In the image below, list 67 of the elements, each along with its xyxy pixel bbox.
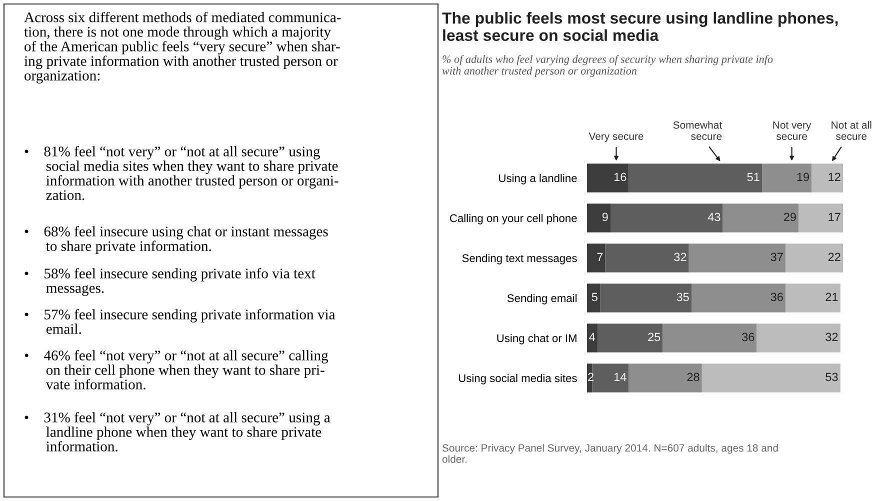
bar — [762, 164, 812, 192]
data-label: 43 — [708, 212, 720, 222]
bar — [628, 164, 762, 192]
bar — [812, 164, 843, 192]
data-label: 32 — [826, 332, 838, 342]
data-label: 16 — [614, 172, 626, 182]
bar — [688, 244, 786, 272]
bar — [597, 324, 663, 352]
data-label: 21 — [826, 292, 838, 302]
bar — [587, 284, 600, 312]
bar — [610, 204, 723, 232]
bar — [756, 324, 840, 352]
data-label: 53 — [826, 372, 838, 382]
text: • 58% feel insecure sending private info via text messages. — [24, 268, 316, 296]
y-tick-label: Using chat or IM — [497, 334, 576, 344]
bar — [600, 284, 692, 312]
text: Somewhat secure — [673, 121, 722, 140]
y-tick-label: Calling on your cell phone — [450, 214, 577, 224]
text: Not very secure — [773, 121, 812, 140]
data-label: 29 — [784, 212, 796, 222]
bar — [587, 324, 598, 352]
y-tick-label: Sending email — [507, 294, 577, 304]
data-label: 14 — [614, 372, 626, 382]
data-label: 25 — [648, 332, 660, 342]
bar — [786, 244, 843, 272]
bar — [587, 204, 611, 232]
text: • 81% feel “not very” or “not at all secure” using social media sites when they want to share private information with another trusted person or organi- zation. — [24, 146, 338, 200]
text: Not at all secure — [832, 121, 872, 140]
bar — [798, 204, 843, 232]
bar — [702, 364, 840, 392]
data-label: 7 — [597, 252, 603, 262]
bar — [592, 364, 629, 392]
y-tick-label: Sending text messages — [462, 254, 577, 264]
data-label: 37 — [770, 252, 783, 262]
data-label: 28 — [687, 372, 700, 382]
data-label: 12 — [828, 172, 840, 182]
data-label: 17 — [828, 212, 840, 222]
chart-title: The public feels most secure using landline phones, least secure on social media — [442, 12, 838, 42]
text: • 68% feel insecure using chat or instant messages to share private information. — [24, 226, 328, 254]
bar — [587, 164, 629, 192]
text: • 57% feel insecure sending private information via email. — [24, 309, 336, 334]
data-label: 22 — [828, 252, 840, 262]
data-label: 36 — [742, 332, 754, 342]
y-tick-label: Using a landline — [499, 174, 577, 184]
bar — [722, 204, 799, 232]
data-label: 35 — [676, 292, 689, 302]
data-label: 2 — [588, 372, 594, 382]
data-label: 9 — [602, 212, 608, 222]
data-label: 4 — [589, 332, 596, 342]
bar — [587, 244, 606, 272]
bar — [786, 284, 840, 312]
text: • 31% feel “not very” or “not at all secure” using a landline phone when they want to share private information. — [24, 412, 330, 452]
bar — [691, 284, 786, 312]
y-tick-label: Using social media sites — [458, 374, 577, 384]
data-label: 19 — [797, 172, 810, 182]
bar — [605, 244, 689, 272]
data-label: 32 — [674, 252, 686, 262]
data-label: 36 — [770, 292, 783, 302]
bar — [628, 364, 702, 392]
text: • 46% feel “not very” or “not at all secure” calling on their cell phone when they want to share pri- vate information. — [24, 350, 328, 390]
source-note: Source: Privacy Panel Survey, January 2014. N=607 adults, ages 18 and older. — [442, 444, 778, 463]
text: Very secure — [588, 132, 644, 142]
text: Across six different methods of mediated communica- tion, there is not one mode through which a majority of the American public feels “very secure” when shar- ing private information with another trusted person or organization: — [24, 12, 341, 84]
data-label: 5 — [592, 292, 598, 302]
bar — [662, 324, 757, 352]
chart-subtitle: % of adults who feel varying degrees of security when sharing private info with another trusted person or organization — [442, 55, 773, 77]
data-label: 51 — [747, 172, 760, 182]
